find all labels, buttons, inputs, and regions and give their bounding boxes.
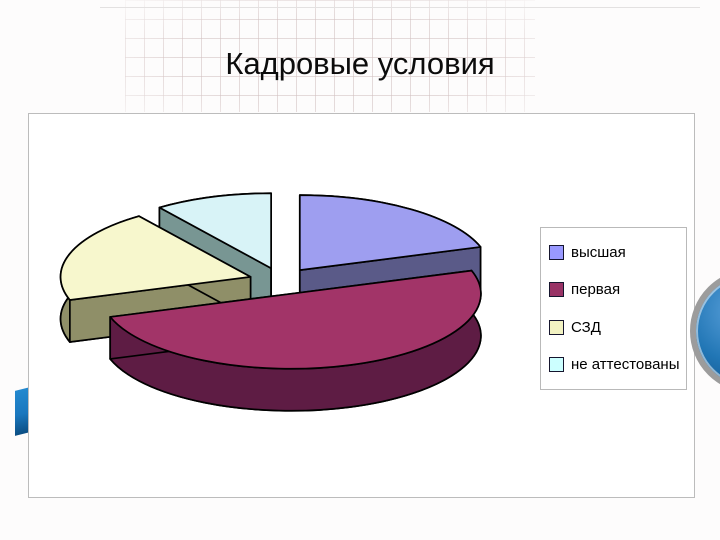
chart-area: высшая первая СЗД не аттестованы bbox=[28, 113, 695, 498]
legend-swatch bbox=[549, 356, 564, 372]
top-rule-line bbox=[100, 7, 700, 8]
legend-label: первая bbox=[571, 281, 621, 299]
pie-slice-pervaya bbox=[109, 269, 482, 412]
slide-title: Кадровые условия bbox=[225, 46, 495, 81]
legend-item-vysshaya: высшая bbox=[549, 244, 684, 261]
legend-item-szd: СЗД bbox=[549, 319, 684, 336]
chart-legend: высшая первая СЗД не аттестованы bbox=[540, 227, 687, 390]
legend-label: СЗД bbox=[571, 318, 601, 336]
legend-swatch bbox=[549, 245, 564, 261]
legend-swatch bbox=[549, 319, 564, 335]
pie-slice-vysshaya bbox=[298, 194, 482, 313]
legend-item-pervaya: первая bbox=[549, 281, 684, 298]
legend-swatch bbox=[549, 282, 564, 298]
pie-chart bbox=[59, 192, 482, 412]
legend-item-ne-attestovany: не аттестованы bbox=[549, 356, 684, 373]
legend-label: не аттестованы bbox=[571, 355, 680, 373]
grid-decor bbox=[125, 0, 535, 112]
legend-label: высшая bbox=[571, 244, 626, 262]
